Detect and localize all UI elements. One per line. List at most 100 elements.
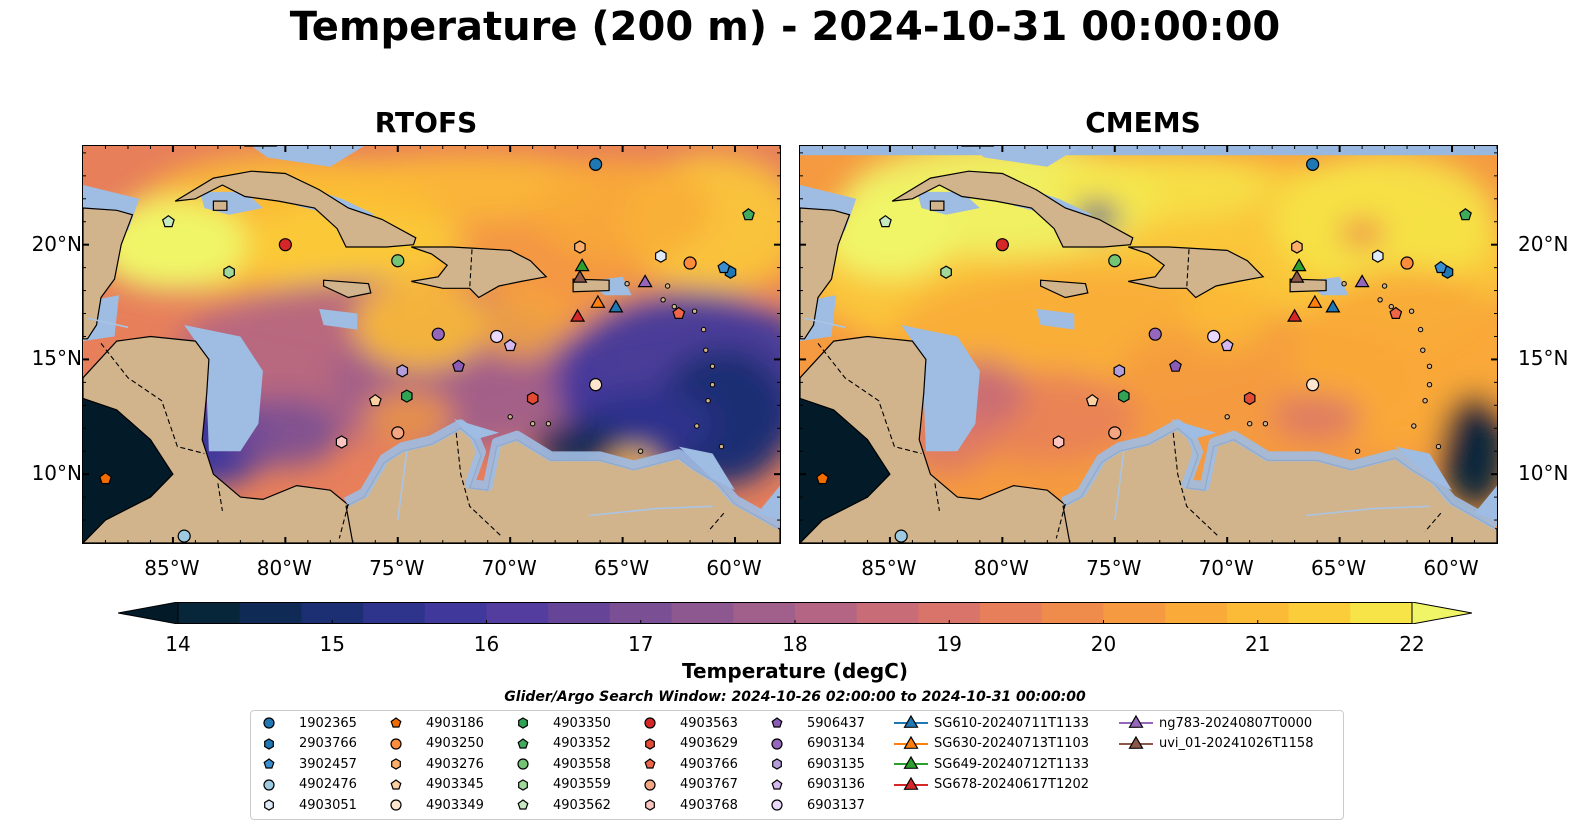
land-hispaniola — [1128, 246, 1265, 299]
legend-item: 3902457 — [257, 754, 357, 774]
float-marker-5906437 — [1169, 359, 1182, 372]
legend-label: ng783-20240807T0000 — [1159, 715, 1313, 731]
rtofs-map — [82, 145, 781, 544]
legend-item: ng783-20240807T0000 — [1117, 713, 1312, 733]
colorbar-under-triangle — [118, 602, 179, 624]
legend-item: 4903345 — [384, 775, 484, 795]
panel-title-cmems: CMEMS — [1085, 106, 1201, 139]
legend-label: 4903186 — [426, 715, 484, 731]
lon-tick-label: 75°W — [369, 556, 425, 580]
colorbar-tick-label: 20 — [1090, 632, 1117, 656]
float-marker-4903629 — [1243, 391, 1256, 406]
colorbar-swatch — [856, 602, 919, 624]
legend-marker-icon — [894, 735, 928, 749]
float-marker-SG630-20240713T1103 — [590, 294, 606, 308]
float-marker-4903767 — [391, 426, 405, 440]
float-marker-4903629 — [526, 391, 539, 406]
legend-label: 4903767 — [680, 777, 738, 793]
legend-item: SG649-20240712T1133 — [892, 754, 1089, 774]
float-marker-6903137 — [1207, 329, 1221, 344]
float-marker-4903562 — [161, 214, 175, 228]
float-marker-SG678-20240617T1202 — [1287, 308, 1303, 322]
legend-item: 4903276 — [384, 754, 484, 774]
float-marker-4903352 — [1459, 208, 1472, 221]
float-marker-SG630-20240713T1103 — [1307, 294, 1323, 308]
colorbar-swatch — [178, 602, 241, 624]
legend-label: 4903350 — [553, 715, 611, 731]
lat-tick-label-right: 20°N — [1518, 231, 1569, 256]
float-marker-4903051 — [1371, 249, 1384, 263]
temperature-map-canvas — [800, 146, 1497, 543]
float-marker-4903051 — [654, 249, 667, 263]
legend-label: 4903766 — [680, 756, 738, 772]
legend-marker-icon — [518, 779, 528, 791]
legend-label: uvi_01-20241026T1158 — [1159, 736, 1314, 752]
float-marker-SG610-20240711T1133 — [608, 299, 624, 313]
float-marker-SG610-20240711T1133 — [1325, 299, 1341, 313]
legend-item: 4903186 — [384, 713, 484, 733]
float-marker-4903250 — [1400, 256, 1414, 270]
float-marker-4903345 — [368, 393, 382, 407]
lon-tick-label: 85°W — [861, 556, 917, 580]
lon-tick-label: 70°W — [1198, 556, 1254, 580]
legend-label: 4903051 — [299, 797, 357, 813]
legend-label: SG678-20240617T1202 — [934, 777, 1090, 793]
colorbar-swatch — [1226, 602, 1290, 624]
legend-label: 1902365 — [299, 715, 357, 731]
legend-label: 4903276 — [426, 756, 484, 772]
legend-label: 4903559 — [553, 777, 611, 793]
land-isle-youth — [212, 200, 228, 211]
legend: 1902365 2903766 3902457 4902476 4903051 49031… — [250, 710, 1344, 820]
float-marker-SG649-20240712T1133 — [574, 258, 590, 272]
land-cuba — [174, 170, 417, 248]
colorbar-tick-label: 22 — [1399, 632, 1425, 656]
legend-item: 6903134 — [765, 734, 865, 754]
colorbar-over-triangle — [1411, 602, 1472, 624]
colorbar-swatch — [1103, 602, 1166, 624]
float-marker-4903350 — [401, 389, 413, 403]
legend-item: 4903767 — [638, 775, 738, 795]
colorbar-swatch — [795, 602, 858, 624]
legend-marker-icon — [264, 799, 274, 812]
legend-marker-icon — [390, 779, 402, 790]
legend-marker-icon — [517, 799, 529, 810]
float-marker-4903186 — [816, 471, 829, 485]
legend-item: 4903563 — [638, 713, 738, 733]
legend-item: SG678-20240617T1202 — [892, 775, 1089, 795]
legend-marker-icon — [517, 737, 529, 749]
legend-item: 4903352 — [511, 734, 611, 754]
float-marker-6903135 — [1113, 364, 1126, 378]
float-marker-4903562 — [878, 214, 892, 228]
lat-tick-label-right: 10°N — [1518, 461, 1569, 486]
legend-label: 5906437 — [807, 715, 865, 731]
colorbar-swatch — [301, 602, 364, 624]
lat-tick-label-left: 10°N — [31, 461, 82, 486]
legend-marker-icon — [391, 758, 401, 770]
lat-tick-label-right: 15°N — [1518, 346, 1569, 371]
lon-tick-label: 75°W — [1086, 556, 1142, 580]
colorbar-tick-label: 19 — [936, 632, 962, 656]
land-cuba — [891, 170, 1134, 248]
float-marker-6903136 — [1220, 338, 1234, 352]
legend-label: SG630-20240713T1103 — [934, 736, 1090, 752]
colorbar-swatch — [671, 602, 734, 624]
lon-tick-label: 60°W — [1423, 556, 1479, 580]
lat-tick-label-left: 15°N — [31, 346, 82, 371]
legend-item: 4903562 — [511, 795, 611, 815]
colorbar-title: Temperature (degC) — [682, 659, 908, 683]
legend-label: SG610-20240711T1133 — [934, 715, 1090, 731]
legend-item: 4903559 — [511, 775, 611, 795]
land-jamaica — [1040, 279, 1089, 299]
float-marker-SG649-20240712T1133 — [1291, 258, 1307, 272]
colorbar-tick-label: 16 — [473, 632, 500, 656]
legend-marker-icon — [390, 799, 402, 811]
colorbar-swatch — [424, 602, 488, 624]
legend-item: 6903135 — [765, 754, 865, 774]
land-yucatan — [800, 207, 851, 340]
float-marker-4903768 — [335, 435, 348, 449]
colorbar-swatch — [486, 602, 549, 624]
legend-marker-icon — [1119, 714, 1153, 728]
legend-item: 2903766 — [257, 734, 357, 754]
legend-label: 6903135 — [807, 756, 865, 772]
legend-item: 5906437 — [765, 713, 865, 733]
